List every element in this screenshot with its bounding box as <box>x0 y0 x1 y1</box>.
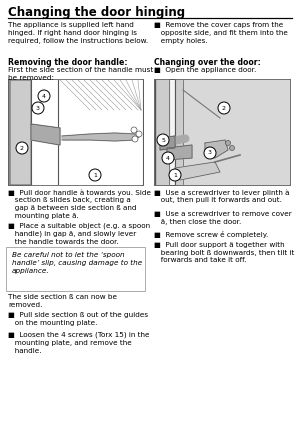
Circle shape <box>169 169 181 181</box>
Circle shape <box>132 136 138 142</box>
Text: ■  Open the appliance door.: ■ Open the appliance door. <box>154 67 256 73</box>
Text: ■  Pull door handle à towards you. Side
   section ß slides back, creating a
   : ■ Pull door handle à towards you. Side s… <box>8 189 151 219</box>
Text: ■  Pull door support ä together with
   bearing bolt ß downwards, then tilt it
 : ■ Pull door support ä together with bear… <box>154 242 294 264</box>
Text: 2: 2 <box>222 105 226 111</box>
Circle shape <box>16 142 28 154</box>
Circle shape <box>204 147 216 159</box>
Text: 4: 4 <box>42 94 46 99</box>
Polygon shape <box>160 136 175 150</box>
FancyBboxPatch shape <box>6 247 145 291</box>
Polygon shape <box>167 145 192 160</box>
Polygon shape <box>205 140 228 158</box>
Text: The appliance is supplied left hand
hinged. If right hand door hinging is
requir: The appliance is supplied left hand hing… <box>8 22 148 43</box>
Text: The side section ß can now be
removed.: The side section ß can now be removed. <box>8 294 117 308</box>
Circle shape <box>218 102 230 114</box>
Circle shape <box>157 134 169 146</box>
Text: ■  Remove the cover caps from the
   opposite side, and fit them into the
   emp: ■ Remove the cover caps from the opposit… <box>154 22 288 43</box>
Polygon shape <box>62 133 140 141</box>
Circle shape <box>89 169 101 181</box>
Circle shape <box>32 102 44 114</box>
Circle shape <box>162 152 174 164</box>
FancyBboxPatch shape <box>154 79 290 185</box>
Circle shape <box>38 90 50 102</box>
Text: ■  Loosen the 4 screws (Torx 15) in the
   mounting plate, and remove the
   han: ■ Loosen the 4 screws (Torx 15) in the m… <box>8 332 149 354</box>
Polygon shape <box>175 162 220 180</box>
Bar <box>155 80 169 184</box>
Text: Removing the door handle:: Removing the door handle: <box>8 58 127 67</box>
Text: 4: 4 <box>166 156 170 161</box>
Circle shape <box>226 141 230 145</box>
Bar <box>175 80 183 184</box>
Text: ■  Remove screw é completely.: ■ Remove screw é completely. <box>154 231 268 238</box>
FancyArrowPatch shape <box>166 139 185 142</box>
Text: 2: 2 <box>20 145 24 150</box>
Text: 3: 3 <box>208 150 212 156</box>
Circle shape <box>230 145 235 150</box>
Text: 5: 5 <box>161 138 165 142</box>
Text: 1: 1 <box>93 173 97 178</box>
Polygon shape <box>31 124 60 145</box>
Bar <box>11 81 29 183</box>
Text: 3: 3 <box>36 105 40 111</box>
Text: ■  Pull side section ß out of the guides
   on the mounting plate.: ■ Pull side section ß out of the guides … <box>8 312 148 326</box>
Bar <box>183 80 289 184</box>
Bar <box>9 80 31 184</box>
Text: Changing over the door:: Changing over the door: <box>154 58 261 67</box>
Text: Be careful not to let the ‘spoon
handle’ slip, causing damage to the
appliance.: Be careful not to let the ‘spoon handle’… <box>12 252 142 274</box>
Text: ■  Use a screwdriver to remove cover
   ã, then close the door.: ■ Use a screwdriver to remove cover ã, t… <box>154 211 292 225</box>
Bar <box>31 80 141 184</box>
Text: ■  Use a screwdriver to lever plinth à
   out, then pull it forwards and out.: ■ Use a screwdriver to lever plinth à ou… <box>154 189 290 203</box>
Text: First the side section of the handle must
be removed:: First the side section of the handle mus… <box>8 67 153 81</box>
Text: ■  Place a suitable object (e.g. a spoon
   handle) in gap ä, and slowly lever
 : ■ Place a suitable object (e.g. a spoon … <box>8 222 150 244</box>
Text: Changing the door hinging: Changing the door hinging <box>8 6 185 19</box>
Circle shape <box>136 131 142 137</box>
Circle shape <box>131 127 137 133</box>
FancyBboxPatch shape <box>8 79 143 185</box>
Text: 1: 1 <box>173 173 177 178</box>
